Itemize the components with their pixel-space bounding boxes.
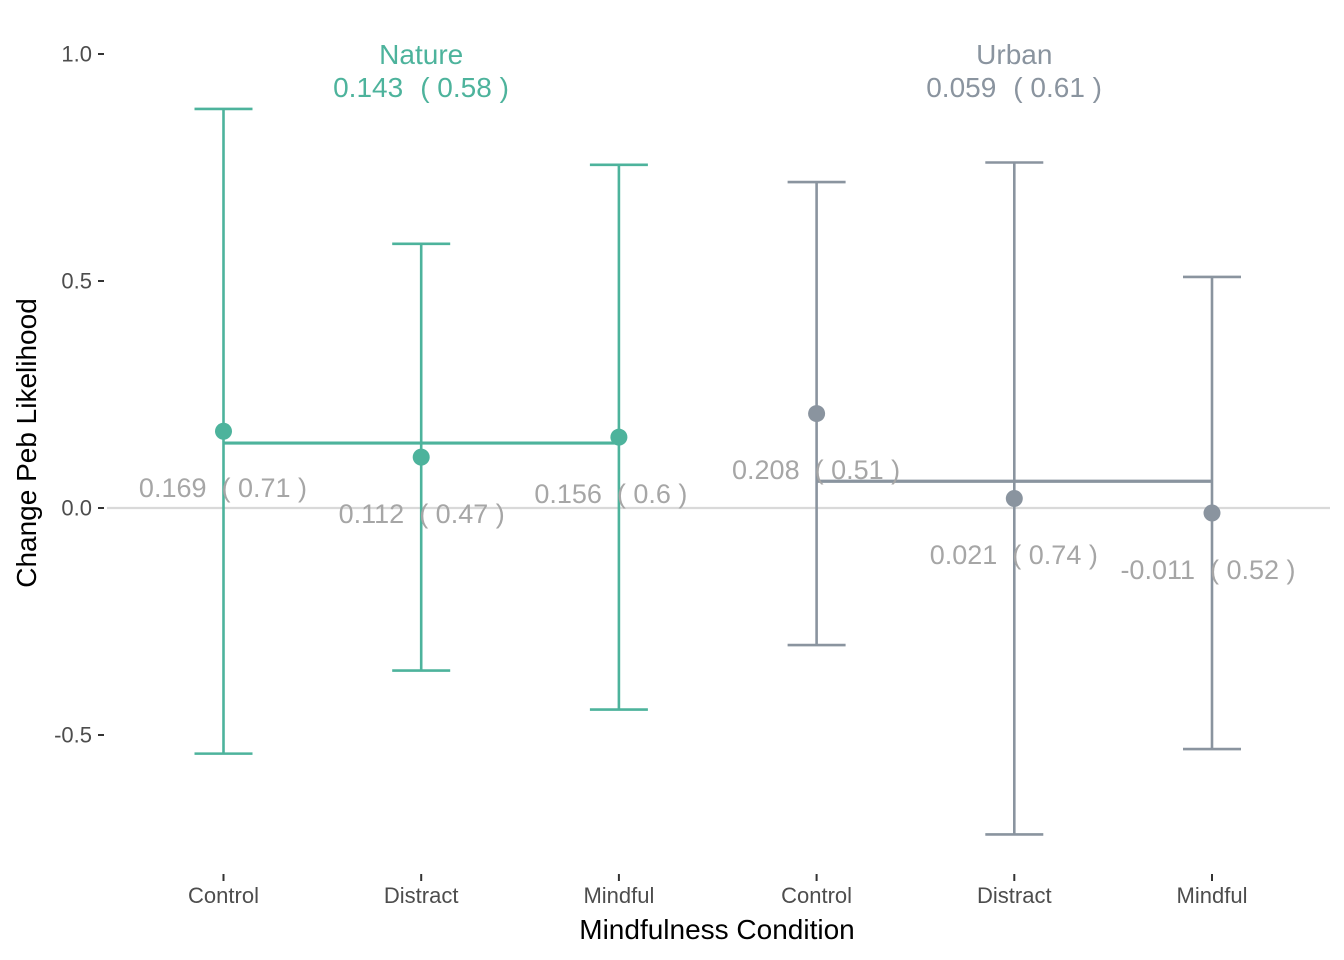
group-name-label: Nature xyxy=(379,39,463,70)
group-name-label: Urban xyxy=(976,39,1052,70)
point-mean-label: 0.112 xyxy=(339,499,405,529)
mean-point xyxy=(808,405,826,423)
mean-point xyxy=(610,428,628,446)
y-tick-label: -0.5 xyxy=(54,723,92,748)
point-sd-label: ( 0.52 ) xyxy=(1210,555,1296,585)
group-sd-label: ( 0.61 ) xyxy=(1013,72,1102,103)
x-tick-label: Distract xyxy=(384,883,459,908)
point-sd-label: ( 0.71 ) xyxy=(222,473,308,503)
x-tick-label: Control xyxy=(781,883,852,908)
y-axis-title: Change Peb Likelihood xyxy=(11,298,42,588)
point-mean-label: -0.011 xyxy=(1120,555,1195,585)
x-tick-label: Distract xyxy=(977,883,1052,908)
point-sd-label: ( 0.6 ) xyxy=(617,479,688,509)
x-axis: Control Distract Mindful Control Distract Min… xyxy=(188,874,1247,908)
x-tick-label: Mindful xyxy=(1177,883,1248,908)
point-mean-label: 0.021 xyxy=(930,540,998,570)
point-mean-label: 0.208 xyxy=(732,455,800,485)
y-tick-label: 1.0 xyxy=(61,42,92,67)
chart-marks: 0.169 ( 0.71 ) 0.112 ( 0.47 ) 0.156 ( 0.6 ) Na… xyxy=(139,39,1296,836)
x-tick-label: Mindful xyxy=(583,883,654,908)
point-sd-label: ( 0.74 ) xyxy=(1012,540,1098,570)
y-axis: 1.0 0.5 0.0 -0.5 xyxy=(54,42,104,748)
mean-point xyxy=(412,448,430,466)
y-tick-label: 0.0 xyxy=(61,496,92,521)
point-sd-label: ( 0.51 ) xyxy=(815,455,901,485)
mean-point xyxy=(1005,489,1023,507)
y-tick-label: 0.5 xyxy=(61,269,92,294)
group-nature: 0.169 ( 0.71 ) 0.112 ( 0.47 ) 0.156 ( 0.6 ) Na… xyxy=(139,39,688,755)
group-urban: 0.208 ( 0.51 ) 0.021 ( 0.74 ) -0.011 ( 0.52 )… xyxy=(732,39,1296,836)
point-mean-label: 0.156 xyxy=(534,479,602,509)
group-sd-label: ( 0.58 ) xyxy=(420,72,509,103)
point-sd-label: ( 0.47 ) xyxy=(419,499,505,529)
point-mean-label: 0.169 xyxy=(139,473,207,503)
x-axis-title: Mindfulness Condition xyxy=(579,914,855,945)
group-mean-label: 0.059 xyxy=(926,72,996,103)
mean-point xyxy=(1203,504,1221,522)
group-mean-label: 0.143 xyxy=(333,72,403,103)
mean-point xyxy=(215,422,232,440)
x-tick-label: Control xyxy=(188,883,259,908)
